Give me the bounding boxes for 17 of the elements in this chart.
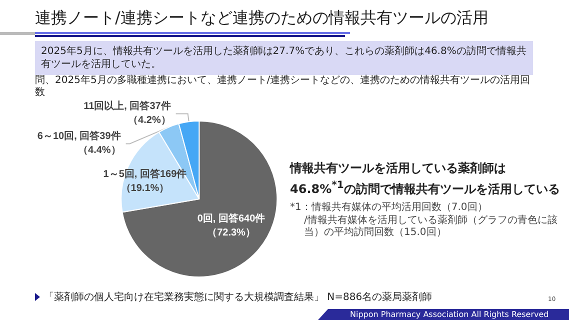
data-label: （4.4%） [78, 145, 121, 156]
data-label: （19.1%） [120, 182, 170, 194]
text: Nippon Pharmacy Association All Rights Reserved [350, 309, 549, 320]
text: 「薬剤師の個人宅向け在宅業務実態に関する大規模調査結果」 N=886名の薬局薬剤師 [44, 290, 432, 304]
text: 情報共有ツールを活用している薬剤師は [290, 160, 507, 177]
slice-label: 11回以上, 回答37件 [84, 100, 171, 112]
chart-title: 連携ノート/連携シートなど連携のための情報共有ツールの活用 [35, 8, 488, 29]
text: 46.8%$^{*1}$の訪問で情報共有ツールを活用している [290, 180, 561, 198]
slice-label: 6～10回, 回答39件 [37, 130, 121, 142]
text: *1：情報共有媒体の平均活用回数（7.0回） [290, 202, 488, 214]
chart-subtitle: 2025年5月に、情報共有ツールを活用した薬剤師は27.7%であり、これらの薬剤師は46.8%の訪問で情報共有ツールを活用していた。 [35, 41, 533, 75]
text: /情報共有媒体を活用している薬剤師（グラフの青色に該当）の平均訪問回数（15.0回） [304, 215, 558, 239]
text: 問、2025年5月の多職種連携において、連携ノート/連携シートなどの、連携のための情報共有ツールの活用回数 [35, 75, 532, 99]
data-label: （4.2%） [128, 115, 171, 126]
data-label: （72.3%） [207, 228, 256, 239]
slice-label: 0回, 回答640件 [197, 212, 266, 225]
slice-label: 1～5回, 回答169件 [103, 168, 187, 180]
